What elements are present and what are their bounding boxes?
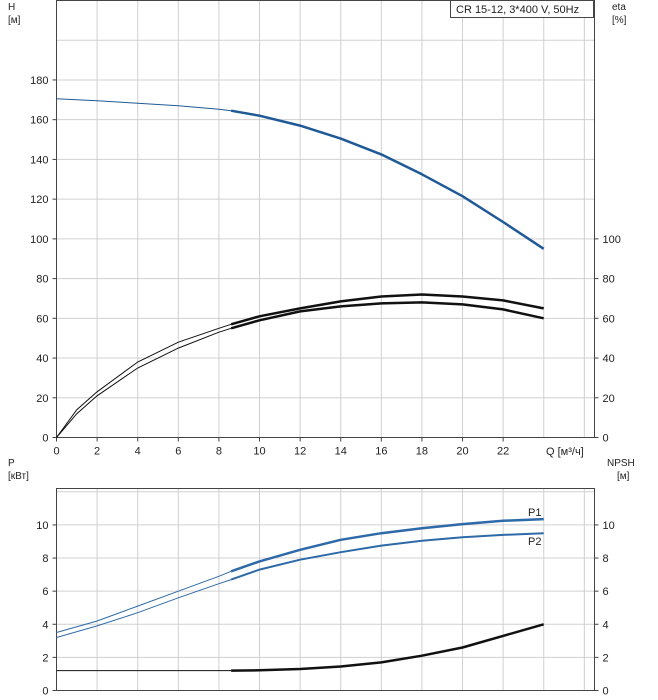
lower-chart-frame: [56, 488, 595, 691]
series-line-P2: [230, 532, 544, 581]
series-line-NPSH: [231, 623, 545, 672]
lower-left-axis-label: P: [8, 458, 15, 469]
right-tick-label: 80: [603, 274, 615, 286]
left-tick-label: 40: [36, 353, 48, 365]
legend-label-p2: P2: [528, 536, 541, 548]
left-tick-label: 2: [42, 652, 48, 664]
left-tick-label: 120: [30, 194, 48, 206]
x-tick-label: 20: [456, 446, 468, 458]
x-tick-label: 22: [497, 446, 509, 458]
right-tick-label: 60: [603, 313, 615, 325]
right-tick-label: 40: [603, 353, 615, 365]
lower-left-axis-unit: [кВт]: [8, 471, 29, 482]
series-line-eta_b: [230, 293, 544, 326]
x-tick-label: 14: [335, 446, 347, 458]
series-line-P2-thin: [56, 579, 232, 638]
left-tick-label: 180: [30, 75, 48, 87]
x-tick-label: 10: [253, 446, 265, 458]
right-tick-label: 0: [603, 686, 609, 698]
lower-right-axis-label: NPSH: [607, 458, 635, 469]
series-line-eta_a-thin: [56, 327, 232, 438]
right-tick-label: 100: [603, 234, 621, 246]
x-tick-label: 8: [216, 446, 222, 458]
series-line-P1-thin: [56, 570, 232, 633]
left-tick-label: 6: [42, 586, 48, 598]
lower-chart-grid: [56, 488, 595, 691]
x-tick-label: 0: [53, 446, 59, 458]
data-series: [56, 98, 545, 672]
right-tick-label: 10: [603, 520, 615, 532]
left-tick-label: 20: [36, 393, 48, 405]
series-line-head: [230, 109, 545, 250]
left-tick-label: 80: [36, 274, 48, 286]
upper-left-axis-unit: [м]: [8, 15, 21, 26]
x-axis-label: Q [м³/ч]: [546, 446, 584, 458]
x-tick-label: 16: [375, 446, 387, 458]
series-line-eta_a: [230, 301, 544, 330]
left-tick-label: 4: [42, 619, 48, 631]
x-tick-label: 12: [294, 446, 306, 458]
model-title-box: [450, 0, 594, 18]
right-tick-label: 0: [603, 433, 609, 445]
upper-right-axis-unit: [%]: [612, 15, 627, 26]
legend-label-p1: P1: [528, 507, 541, 519]
left-tick-label: 0: [42, 686, 48, 698]
right-tick-label: 6: [603, 586, 609, 598]
x-tick-label: 2: [94, 446, 100, 458]
left-tick-label: 160: [30, 115, 48, 127]
series-line-head-thin: [56, 98, 232, 112]
left-tick-label: 10: [36, 520, 48, 532]
x-tick-label: 6: [175, 446, 181, 458]
x-tick-label: 4: [135, 446, 141, 458]
upper-chart-grid: [56, 0, 595, 438]
lower-right-axis-unit: [м]: [617, 471, 630, 482]
x-tick-label: 18: [416, 446, 428, 458]
right-tick-label: 4: [603, 619, 609, 631]
left-tick-label: 140: [30, 154, 48, 166]
right-tick-label: 2: [603, 652, 609, 664]
upper-chart-frame: [56, 0, 595, 438]
series-line-P1: [230, 517, 544, 573]
left-tick-label: 0: [42, 433, 48, 445]
left-tick-label: 60: [36, 313, 48, 325]
right-tick-label: 8: [603, 553, 609, 565]
left-tick-label: 8: [42, 553, 48, 565]
right-tick-label: 20: [603, 393, 615, 405]
upper-left-axis-label: H: [8, 2, 15, 13]
model-title: CR 15-12, 3*400 V, 50Hz: [456, 4, 579, 16]
upper-right-axis-label: eta: [612, 2, 626, 13]
left-tick-label: 100: [30, 234, 48, 246]
series-line-eta_b-thin: [56, 323, 232, 438]
